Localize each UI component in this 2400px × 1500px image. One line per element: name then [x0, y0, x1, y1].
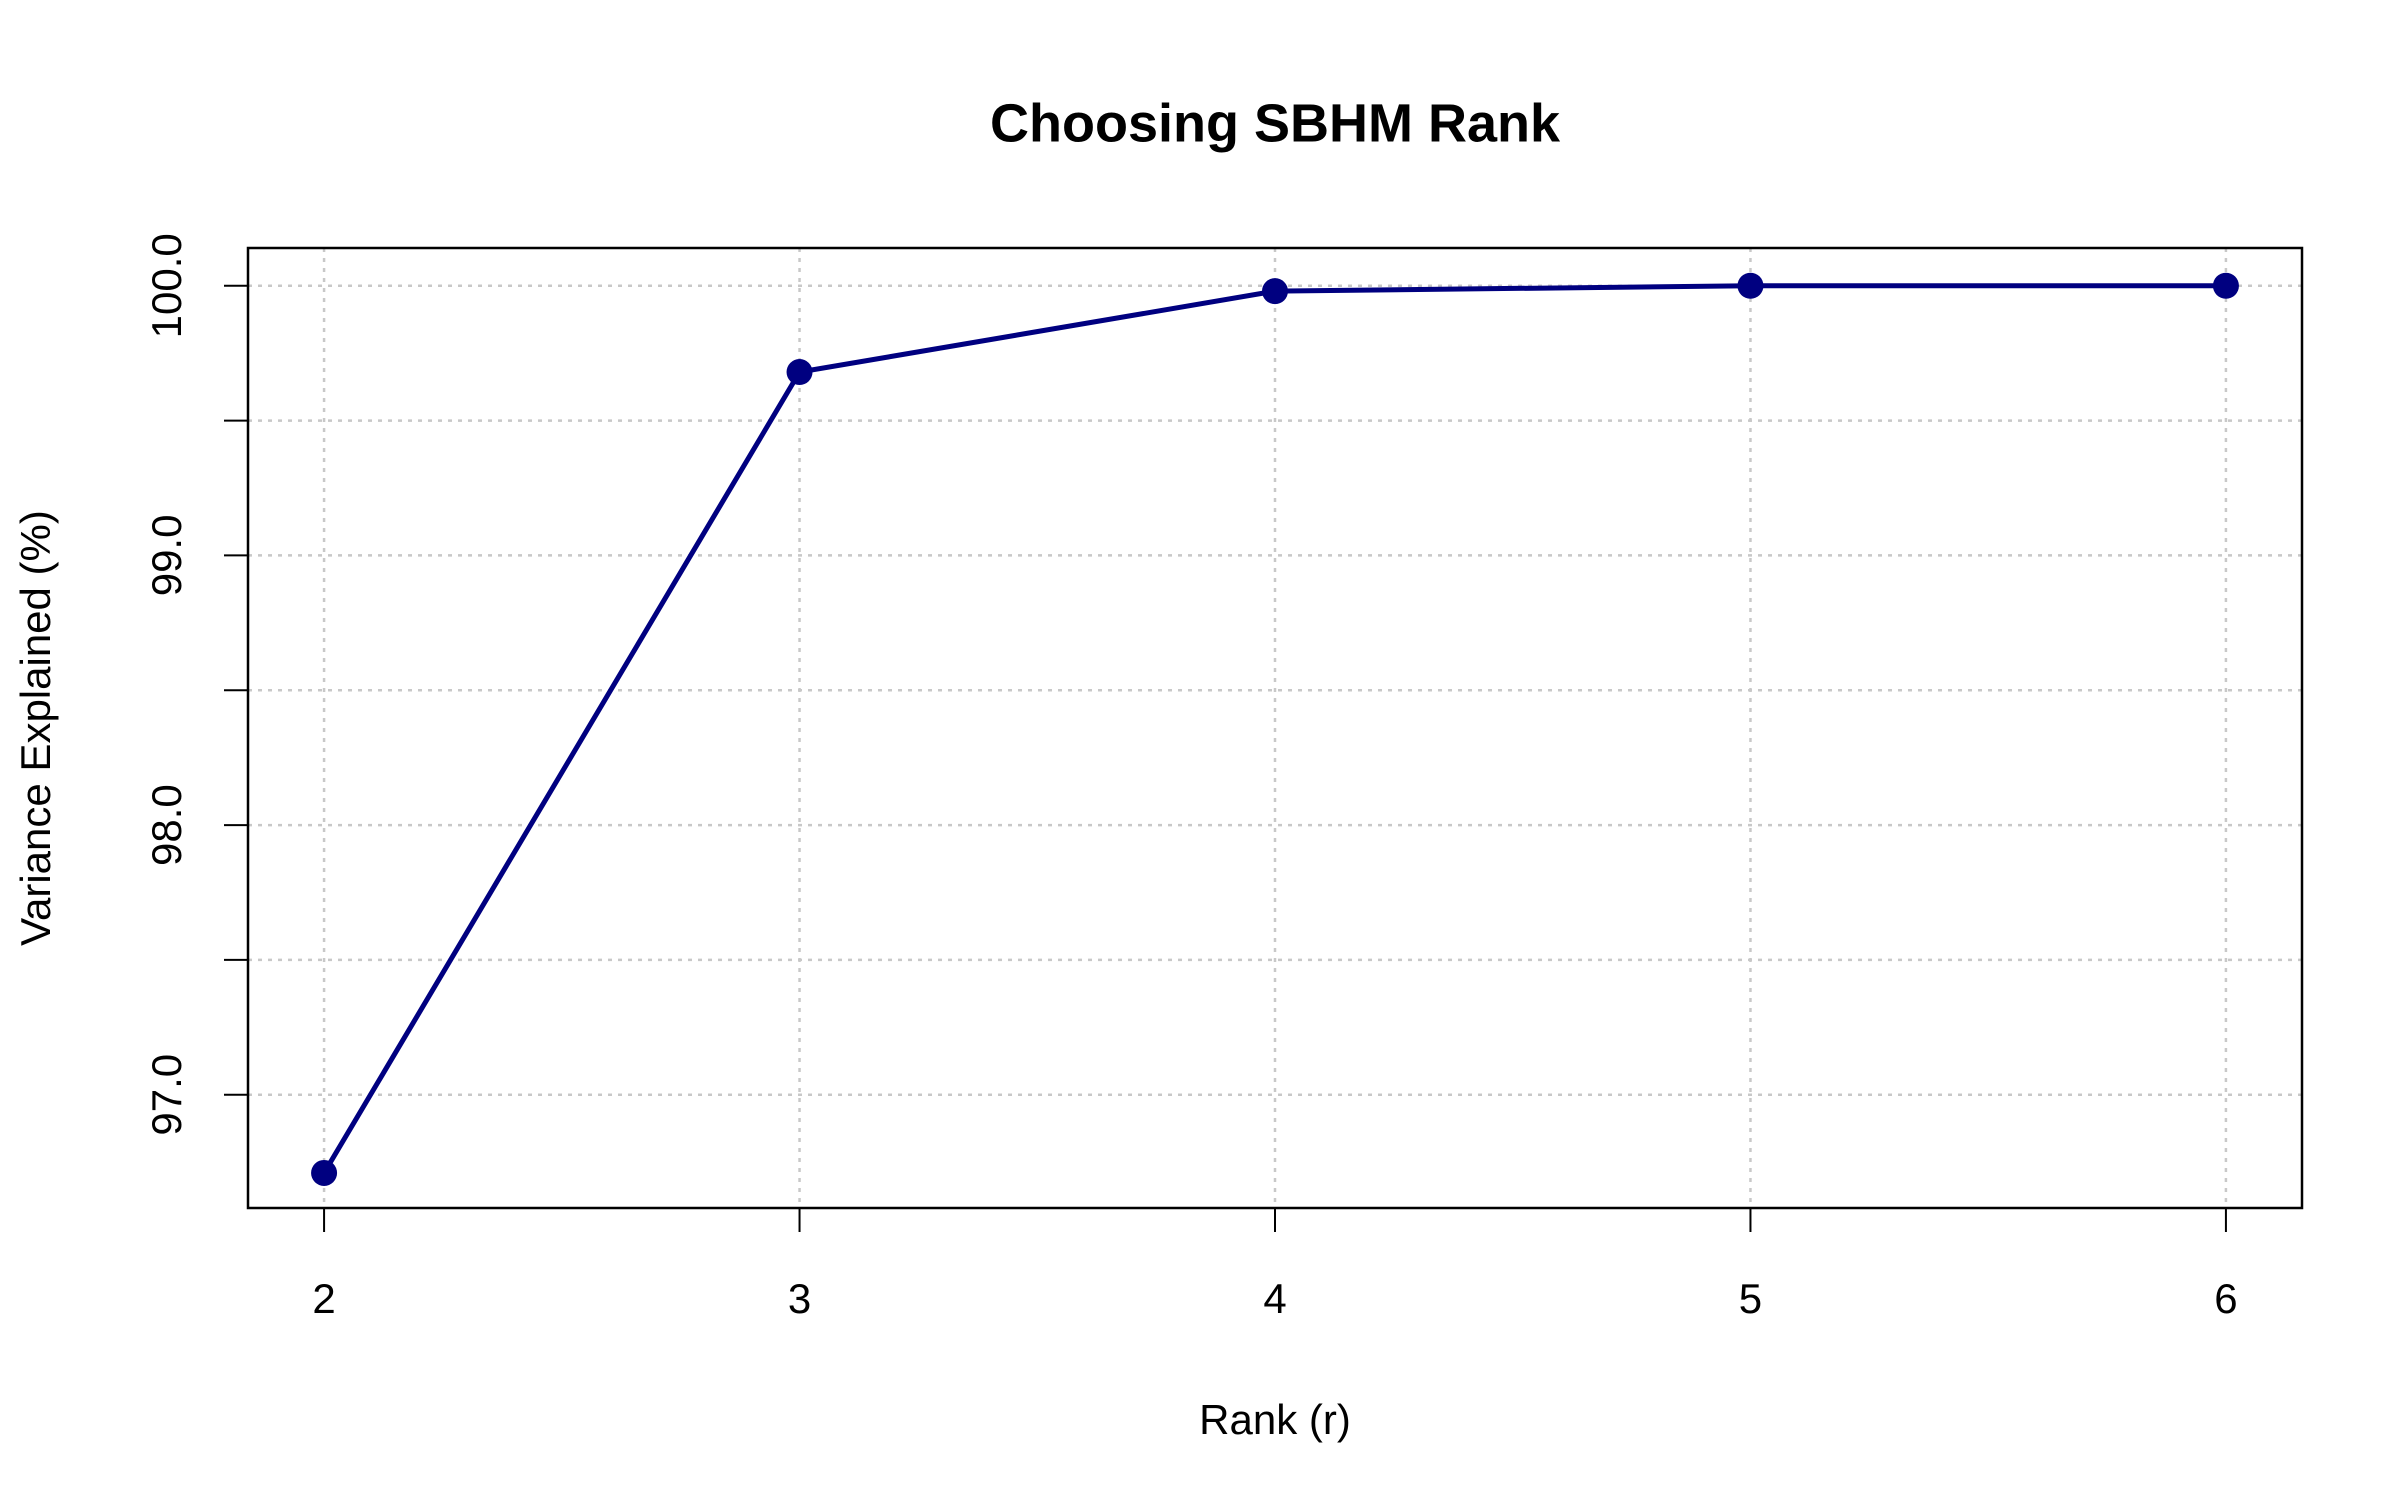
x-tick-label: 4 [1263, 1275, 1286, 1322]
data-point [1262, 278, 1288, 305]
x-tick-label: 2 [312, 1275, 335, 1322]
y-tick-label: 100.0 [143, 233, 190, 338]
x-axis-label: Rank (r) [1199, 1396, 1351, 1443]
y-axis-label: Variance Explained (%) [12, 510, 59, 946]
chart-title: Choosing SBHM Rank [990, 93, 1561, 153]
data-point [311, 1159, 338, 1186]
x-tick-label: 3 [788, 1275, 811, 1322]
y-tick-label: 99.0 [143, 515, 190, 597]
data-point [786, 359, 813, 386]
data-point [1737, 272, 1764, 299]
y-tick-label: 98.0 [143, 784, 190, 866]
y-tick-label: 97.0 [143, 1054, 190, 1136]
x-tick-label: 5 [1739, 1275, 1762, 1322]
plot-frame [246, 246, 2304, 1210]
x-tick-label: 6 [2214, 1275, 2237, 1322]
data-point [2212, 272, 2239, 299]
